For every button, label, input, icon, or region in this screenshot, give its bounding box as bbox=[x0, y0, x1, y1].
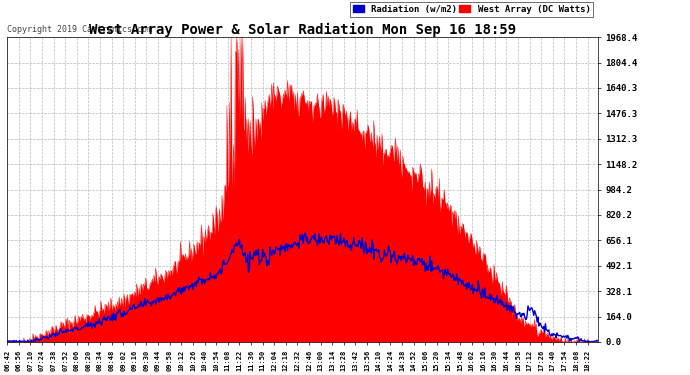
Text: Copyright 2019 Cartronics.com: Copyright 2019 Cartronics.com bbox=[7, 25, 152, 34]
Title: West Array Power & Solar Radiation Mon Sep 16 18:59: West Array Power & Solar Radiation Mon S… bbox=[89, 23, 516, 37]
Legend: Radiation (w/m2), West Array (DC Watts): Radiation (w/m2), West Array (DC Watts) bbox=[350, 2, 593, 16]
